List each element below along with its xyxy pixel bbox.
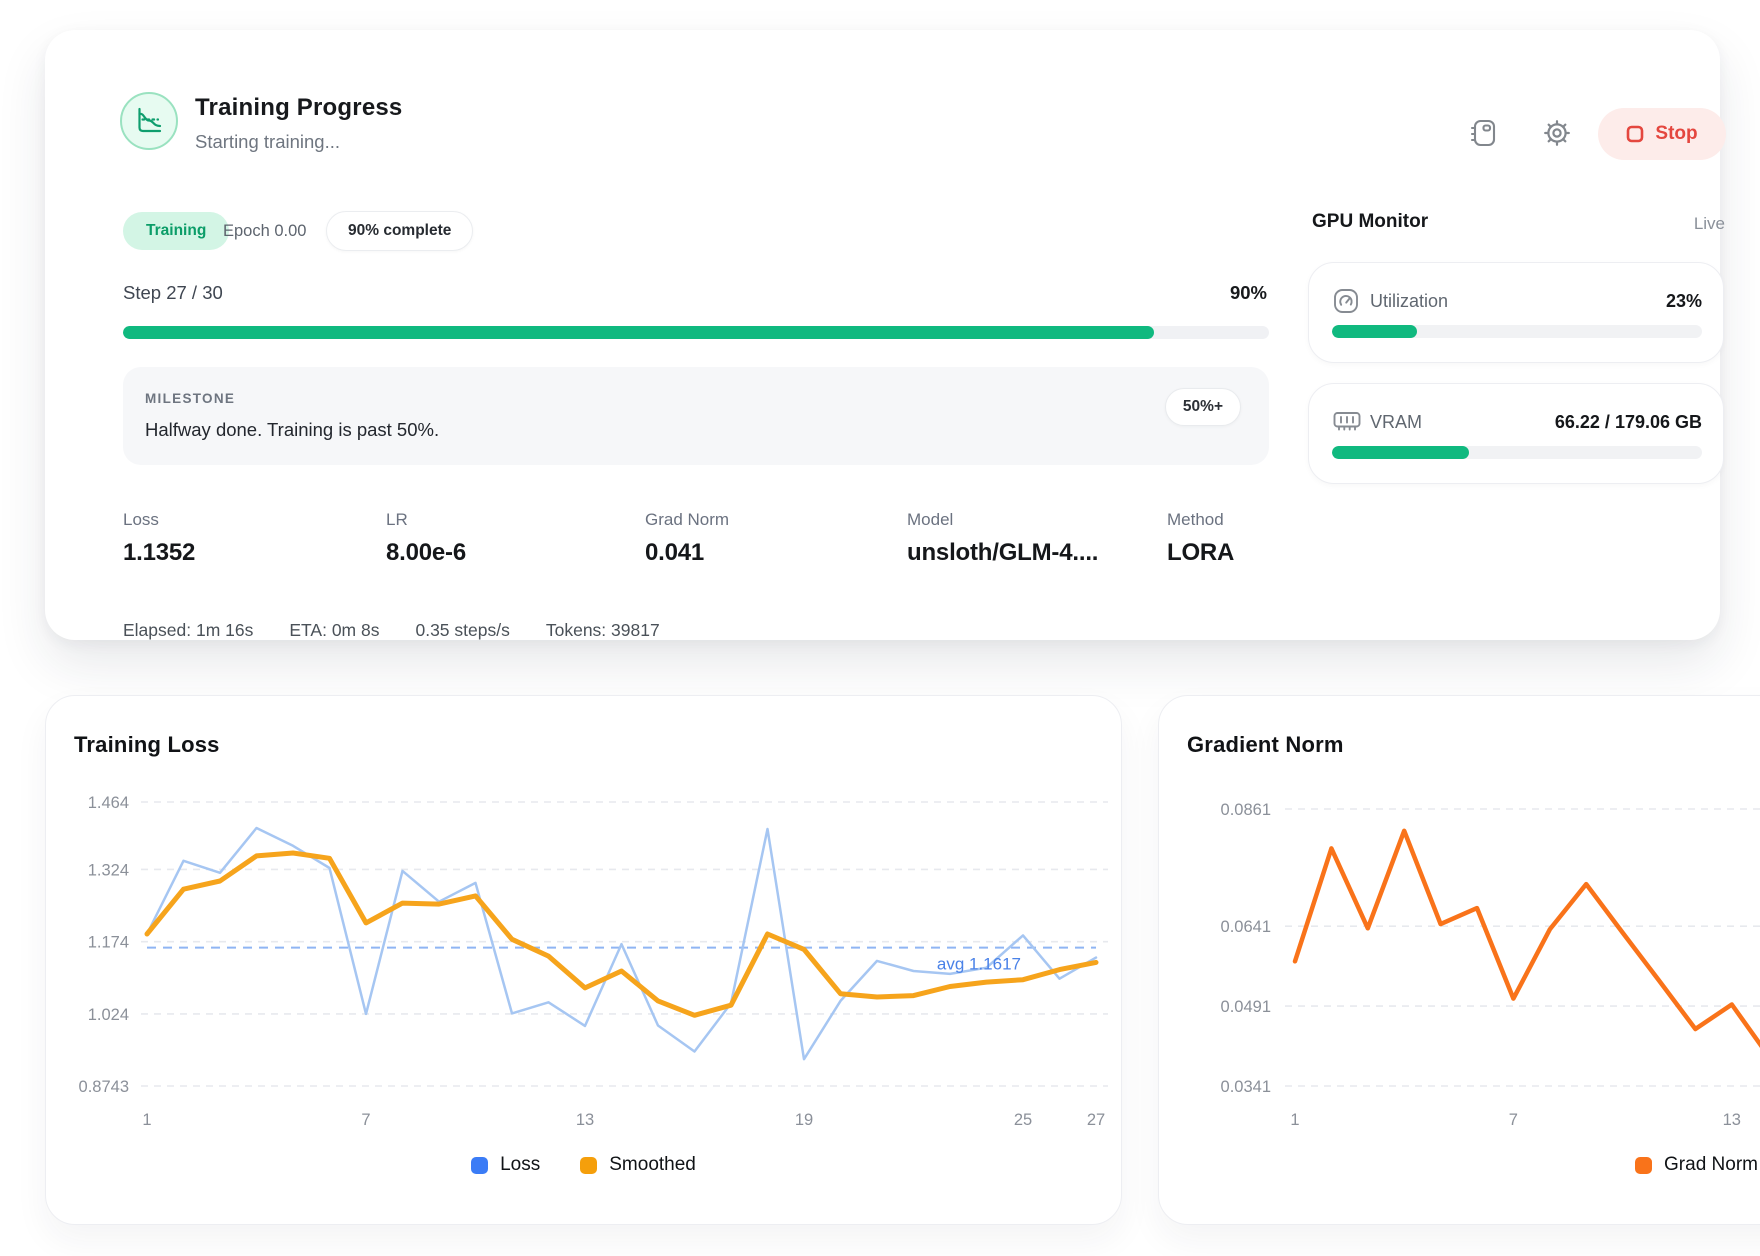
- metric-method: Method LORA: [1167, 510, 1234, 567]
- metric-label: Method: [1167, 510, 1224, 529]
- status-badge: Training: [123, 212, 230, 250]
- gpu-vram-card: VRAM 66.22 / 179.06 GB: [1308, 383, 1724, 484]
- svg-text:27: 27: [1087, 1111, 1105, 1129]
- metric-loss: Loss 1.1352: [123, 510, 195, 567]
- training-loss-chart: 1.464 1.324 1.174 1.024 0.8743 1 7 13 19 25 27 avg …: [79, 794, 1108, 1129]
- utilization-bar-fill: [1332, 325, 1418, 338]
- stop-square-icon: [1626, 125, 1644, 143]
- tokens-stat: Tokens: 39817: [545, 620, 660, 640]
- metric-label: LR: [386, 510, 408, 529]
- vram-bar-fill: [1332, 446, 1469, 459]
- legend-label: Loss: [500, 1154, 541, 1175]
- stop-label: Stop: [1655, 123, 1698, 144]
- steps-per-sec-stat: 0.35 steps/s: [415, 620, 510, 640]
- utilization-label: Utilization: [1370, 291, 1449, 311]
- metric-value: unsloth/GLM-4....: [907, 539, 1099, 566]
- vram-label: VRAM: [1370, 412, 1423, 432]
- svg-text:1: 1: [1290, 1111, 1299, 1129]
- svg-text:25: 25: [1014, 1111, 1032, 1129]
- training-loss-card: Training Loss 1.464 1.324 1.174 1.024 0.8743…: [45, 695, 1122, 1225]
- svg-text:0.0861: 0.0861: [1221, 801, 1271, 819]
- milestone-heading: MILESTONE: [145, 391, 236, 406]
- svg-text:7: 7: [1509, 1111, 1518, 1129]
- legend-item-loss[interactable]: Loss: [471, 1154, 540, 1176]
- metric-model: Model unsloth/GLM-4....: [907, 510, 1098, 567]
- metric-value: LORA: [1167, 539, 1235, 566]
- stats-row: Elapsed: 1m 16s ETA: 0m 8s 0.35 steps/s …: [123, 620, 660, 641]
- logs-notebook-button[interactable]: [1461, 112, 1505, 156]
- svg-text:0.0641: 0.0641: [1221, 918, 1271, 936]
- complete-pill: 90% complete: [326, 211, 474, 251]
- svg-text:13: 13: [576, 1111, 594, 1129]
- training-loss-title: Training Loss: [74, 732, 220, 757]
- gradient-norm-card: Gradient Norm 0.0861 0.0641 0.0491 0.0341 1 7…: [1158, 695, 1760, 1225]
- loss-curve-icon: [120, 92, 178, 150]
- metric-label: Grad Norm: [645, 510, 730, 529]
- utilization-value: 23%: [1665, 291, 1702, 311]
- elapsed-stat: Elapsed: 1m 16s: [123, 620, 254, 640]
- svg-text:7: 7: [361, 1111, 370, 1129]
- training-progress-bar: [123, 326, 1269, 339]
- epoch-label: Epoch 0.00: [223, 222, 307, 240]
- svg-text:0.0491: 0.0491: [1221, 998, 1271, 1016]
- legend-item-smoothed[interactable]: Smoothed: [580, 1154, 696, 1176]
- gradient-norm-title: Gradient Norm: [1187, 732, 1344, 757]
- eta-stat: ETA: 0m 8s: [289, 620, 380, 640]
- legend-swatch: [1635, 1156, 1653, 1174]
- stop-button[interactable]: Stop: [1598, 108, 1726, 160]
- step-label: Step 27 / 30: [123, 282, 223, 303]
- legend-swatch: [580, 1156, 598, 1174]
- metric-value: 8.00e-6: [386, 539, 466, 566]
- metric-label: Model: [907, 510, 954, 529]
- training-progress-fill: [123, 326, 1155, 339]
- gpu-utilization-card: Utilization 23%: [1308, 262, 1724, 363]
- svg-text:19: 19: [795, 1111, 813, 1129]
- gpu-live-label: Live: [1693, 214, 1725, 233]
- settings-button[interactable]: [1535, 112, 1579, 156]
- gear-icon: [1541, 117, 1573, 152]
- svg-text:0.0341: 0.0341: [1221, 1078, 1271, 1096]
- svg-text:1.324: 1.324: [88, 861, 129, 879]
- progress-percent: 90%: [1229, 282, 1267, 303]
- page-title: Training Progress: [195, 94, 403, 121]
- training-loss-legend: Loss Smoothed: [46, 1154, 1121, 1176]
- legend-label: Grad Norm: [1664, 1154, 1758, 1175]
- status-subtitle: Starting training...: [195, 131, 340, 152]
- metric-label: Loss: [123, 510, 159, 529]
- vram-bar: [1332, 446, 1702, 459]
- metric-value: 1.1352: [123, 539, 196, 566]
- vram-value: 66.22 / 179.06 GB: [1554, 412, 1702, 432]
- legend-label: Smoothed: [609, 1154, 696, 1175]
- milestone-message: Halfway done. Training is past 50%.: [145, 419, 440, 440]
- utilization-bar: [1332, 325, 1702, 338]
- svg-text:1.464: 1.464: [88, 794, 129, 812]
- legend-item-grad-norm[interactable]: Grad Norm: [1635, 1154, 1758, 1176]
- legend-swatch: [471, 1156, 489, 1174]
- svg-text:13: 13: [1723, 1111, 1741, 1129]
- svg-text:1: 1: [142, 1111, 151, 1129]
- svg-text:0.8743: 0.8743: [79, 1078, 129, 1096]
- metric-grad-norm: Grad Norm 0.041: [645, 510, 729, 567]
- milestone-panel: MILESTONE Halfway done. Training is past…: [123, 367, 1269, 465]
- training-progress-card: Training Progress Starting training... S…: [45, 30, 1726, 641]
- avg-loss-label: avg 1.1617: [937, 955, 1021, 974]
- gauge-icon: [1332, 287, 1360, 320]
- milestone-badge: 50%+: [1164, 388, 1241, 426]
- notebook-icon: [1468, 117, 1498, 152]
- gradient-norm-chart: 0.0861 0.0641 0.0491 0.0341 1 7 13: [1221, 801, 1760, 1129]
- metric-value: 0.041: [645, 539, 705, 566]
- svg-text:1.024: 1.024: [88, 1006, 129, 1024]
- ram-icon: [1332, 408, 1362, 439]
- metric-lr: LR 8.00e-6: [386, 510, 466, 567]
- gradient-norm-legend: Grad Norm: [1159, 1154, 1760, 1176]
- gpu-monitor-title: GPU Monitor: [1312, 211, 1429, 232]
- svg-text:1.174: 1.174: [88, 934, 129, 952]
